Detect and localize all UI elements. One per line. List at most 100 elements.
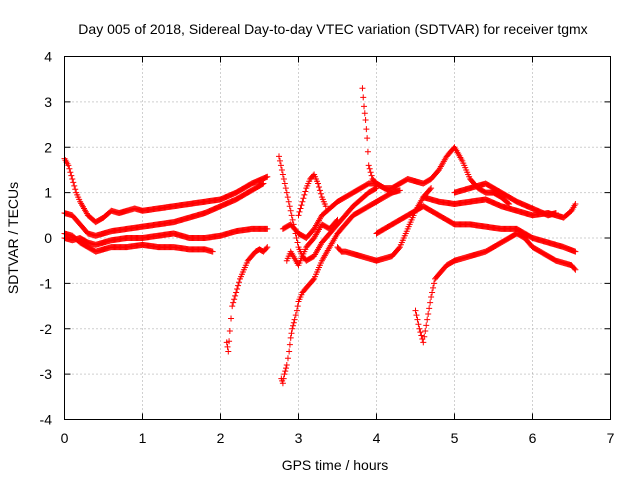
data-point <box>286 341 293 348</box>
data-point <box>322 203 329 210</box>
data-point <box>361 110 368 117</box>
data-point <box>416 325 423 332</box>
x-tick-label: 3 <box>295 430 303 446</box>
data-point <box>281 180 288 187</box>
data-point <box>289 325 296 332</box>
data-point <box>571 265 578 272</box>
data-point <box>363 126 370 133</box>
data-point <box>428 293 435 300</box>
data-point <box>230 299 237 306</box>
data-point <box>361 103 368 110</box>
data-point <box>283 362 290 369</box>
data-point <box>418 332 425 339</box>
data-point <box>279 171 286 178</box>
data-point <box>428 185 435 192</box>
data-point <box>420 339 427 346</box>
data-point <box>427 299 434 306</box>
data-point <box>234 286 241 293</box>
data-point <box>552 210 559 217</box>
data-point <box>430 284 437 291</box>
data-point <box>280 176 287 183</box>
data-point <box>282 185 289 192</box>
y-tick-label: 3 <box>44 94 52 110</box>
data-point <box>286 348 293 355</box>
y-tick-label: -2 <box>40 321 53 337</box>
data-point <box>366 165 373 172</box>
data-point <box>229 303 236 310</box>
data-point <box>367 169 374 176</box>
data-point <box>364 148 371 155</box>
data-point <box>235 282 242 289</box>
y-tick-label: -4 <box>40 412 53 428</box>
data-point <box>284 355 291 362</box>
data-point <box>431 280 438 287</box>
data-point <box>264 225 271 232</box>
data-point <box>412 307 419 314</box>
data-point <box>360 94 367 101</box>
y-tick-label: -1 <box>40 275 53 291</box>
data-point <box>413 312 420 319</box>
data-point <box>396 187 403 194</box>
data-point <box>226 338 233 345</box>
data-point <box>423 322 430 329</box>
x-axis-label: GPS time / hours <box>282 457 389 473</box>
y-axis-label: SDTVAR / TECUs <box>5 182 21 294</box>
data-point <box>417 329 424 336</box>
data-point <box>285 198 292 205</box>
data-point <box>292 312 299 319</box>
chart-title: Day 005 of 2018, Sidereal Day-to-day VTE… <box>78 21 587 37</box>
data-point <box>429 289 436 296</box>
y-tick-label: 2 <box>44 139 52 155</box>
data-point <box>364 135 371 142</box>
y-tick-label: 1 <box>44 185 52 201</box>
x-tick-label: 1 <box>139 430 147 446</box>
data-point <box>279 380 286 387</box>
data-point <box>296 208 303 215</box>
data-point <box>315 180 321 187</box>
data-point <box>302 188 309 195</box>
data-point <box>283 189 290 196</box>
data-point <box>414 316 421 323</box>
x-tick-label: 7 <box>607 430 615 446</box>
data-point <box>372 185 379 192</box>
data-point <box>290 319 297 326</box>
data-point <box>572 248 579 255</box>
data-point <box>281 371 288 378</box>
data-point <box>65 162 72 169</box>
data-point <box>427 186 434 193</box>
data-point <box>572 266 579 273</box>
data-point <box>315 183 322 190</box>
data-point <box>426 305 433 312</box>
data-point <box>422 328 429 335</box>
x-tick-label: 0 <box>61 430 69 446</box>
data-point <box>284 194 291 201</box>
data-point <box>224 343 231 350</box>
data-point <box>359 85 366 92</box>
plot-frame <box>64 56 611 420</box>
data-point <box>276 157 283 164</box>
data-point <box>67 169 74 176</box>
data-point <box>300 195 307 202</box>
data-point <box>293 307 300 314</box>
y-tick-label: -3 <box>40 366 53 382</box>
x-tick-label: 6 <box>529 430 537 446</box>
data-point <box>264 244 271 251</box>
data-point <box>236 279 243 286</box>
data-point <box>263 245 270 252</box>
data-point <box>232 292 239 299</box>
data-point <box>231 296 238 303</box>
data-point <box>395 245 402 252</box>
data-point <box>291 316 298 323</box>
data-point <box>287 207 294 214</box>
y-tick-label: 4 <box>44 49 52 65</box>
data-points <box>61 85 579 387</box>
data-point <box>276 153 282 160</box>
data-point <box>333 217 340 224</box>
data-point <box>225 348 232 355</box>
y-tick-label: 0 <box>44 230 52 246</box>
data-point <box>294 239 301 246</box>
data-point <box>259 181 266 188</box>
x-tick-label: 4 <box>373 430 381 446</box>
data-point <box>421 333 428 340</box>
